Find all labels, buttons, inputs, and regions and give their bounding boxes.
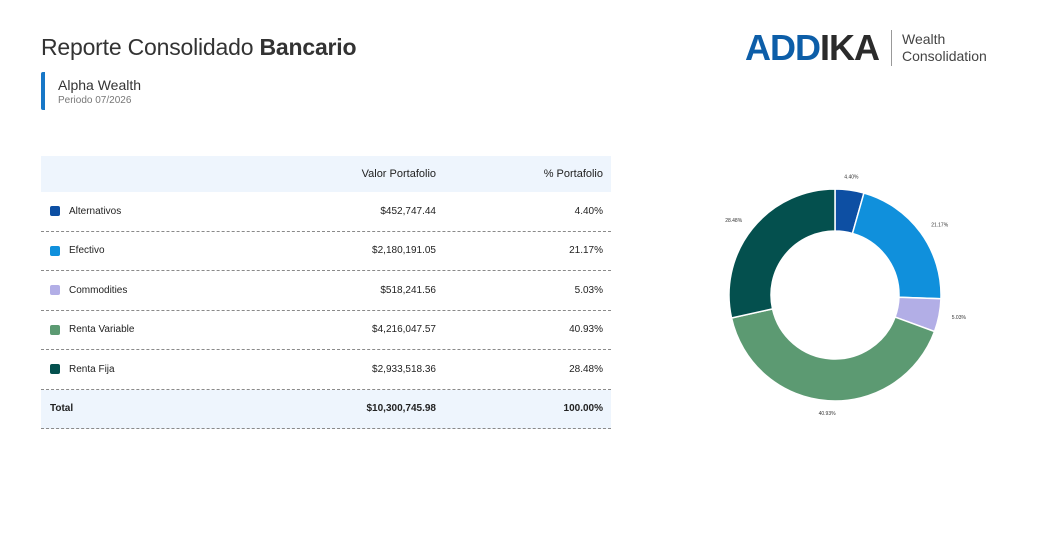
- portfolio-table: Valor Portafolio % Portafolio Alternativ…: [41, 156, 611, 429]
- swatch-commodities: [50, 285, 60, 296]
- row-pct: 5.03%: [574, 284, 603, 296]
- logo-line-1: Wealth: [902, 31, 946, 47]
- donut-label-commodities: 5.03%: [952, 315, 967, 321]
- row-name: Renta Variable: [69, 324, 135, 336]
- row-name-cell: Renta Variable: [41, 324, 236, 335]
- title-light: Reporte Consolidado: [41, 34, 254, 60]
- client-block: Alpha Wealth Periodo 07/2026: [41, 72, 141, 110]
- header-pct: % Portafolio: [543, 168, 603, 180]
- row-name: Alternativos: [69, 205, 122, 217]
- donut-slice-renta-variable: [730, 307, 936, 402]
- total-label: Total: [50, 403, 74, 415]
- total-pct: 100.00%: [563, 403, 603, 415]
- row-value: $452,747.44: [380, 205, 436, 217]
- donut-slice-renta-fija: [728, 188, 836, 319]
- donut-label-alternativos: 4.40%: [844, 174, 859, 180]
- logo-separator: [891, 30, 892, 66]
- row-name: Commodities: [69, 284, 128, 296]
- row-name: Efectivo: [69, 245, 105, 257]
- donut-label-renta-variable: 40.93%: [819, 411, 837, 417]
- donut-label-renta-fija: 28.48%: [725, 218, 743, 224]
- logo-subtitle: Wealth Consolidation: [902, 31, 987, 65]
- donut-slice-efectivo: [851, 192, 942, 300]
- row-pct: 40.93%: [569, 324, 603, 336]
- table-row: Commodities $518,241.56 5.03%: [41, 271, 611, 311]
- row-name-cell: Commodities: [41, 285, 236, 296]
- row-name-cell: Efectivo: [41, 245, 236, 256]
- allocation-donut-chart: 4.40% 21.17% 5.03% 40.93% 28.48%: [725, 174, 967, 417]
- row-value: $2,180,191.05: [372, 245, 436, 257]
- table-row: Renta Fija $2,933,518.36 28.48%: [41, 350, 611, 390]
- table-row: Alternativos $452,747.44 4.40%: [41, 192, 611, 232]
- donut-label-efectivo: 21.17%: [931, 222, 949, 228]
- report-period: Periodo 07/2026: [58, 95, 132, 106]
- logo-mark-dark: IKA: [820, 27, 880, 68]
- header-value: Valor Portafolio: [361, 168, 436, 180]
- row-name-cell: Alternativos: [41, 206, 236, 217]
- row-value: $2,933,518.36: [372, 363, 436, 375]
- logo-mark-blue: ADD: [745, 27, 821, 68]
- row-name: Renta Fija: [69, 363, 115, 375]
- table-total-row: Total $10,300,745.98 100.00%: [41, 389, 611, 429]
- title-bold: Bancario: [259, 34, 357, 60]
- swatch-renta-variable: [50, 324, 60, 335]
- client-name: Alpha Wealth: [58, 77, 142, 93]
- table-row: Renta Variable $4,216,047.57 40.93%: [41, 311, 611, 350]
- row-value: $518,241.56: [380, 284, 436, 296]
- swatch-renta-fija: [50, 364, 60, 375]
- addika-logo: ADDIKA Wealth Consolidation: [745, 28, 987, 68]
- table-header: Valor Portafolio % Portafolio: [41, 156, 611, 192]
- row-pct: 21.17%: [569, 245, 603, 257]
- row-name-cell: Renta Fija: [41, 364, 236, 375]
- row-pct: 4.40%: [574, 205, 603, 217]
- swatch-efectivo: [50, 245, 60, 256]
- table-row: Efectivo $2,180,191.05 21.17%: [41, 232, 611, 271]
- logo-mark: ADDIKA: [745, 27, 880, 68]
- row-pct: 28.48%: [569, 363, 603, 375]
- logo-line-2: Consolidation: [902, 48, 987, 64]
- total-value: $10,300,745.98: [366, 403, 436, 415]
- swatch-alternativos: [50, 206, 60, 217]
- row-value: $4,216,047.57: [372, 324, 436, 336]
- page-title: Reporte Consolidado Bancario: [41, 34, 357, 61]
